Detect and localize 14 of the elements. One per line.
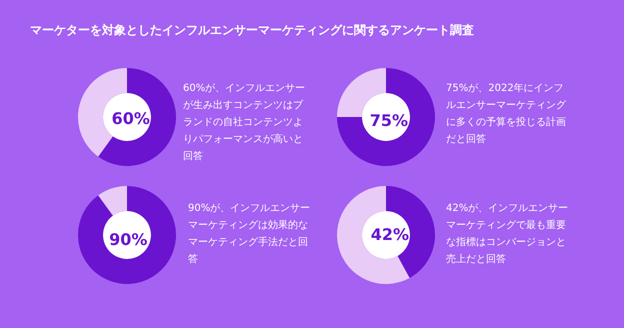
data-label: 60% xyxy=(112,109,150,128)
donut-slice xyxy=(98,68,176,166)
text: 90%が、インフルエンサーマーケティングは効果的なマーケティング手法だと回答 xyxy=(188,202,312,267)
donut-slice xyxy=(78,186,176,284)
data-label: 90% xyxy=(109,230,148,249)
donut-slice xyxy=(337,68,435,166)
donut-slice xyxy=(98,186,127,216)
text: 75%が、2022年にインフルエンサーマーケティングに多くの予算を投じる計画だと回答 xyxy=(446,82,567,147)
donut-slice xyxy=(337,186,410,284)
text: マーケターを対象としたインフルエンサーマーケティングに関するアンケート調査 xyxy=(30,22,474,39)
text: 42%が、インフルエンサーマーケティングで最も重要な指標はコンバージョンと売上だと回答 xyxy=(446,202,570,267)
text: 60%が、インフルエンサーが生み出すコンテンツはブランドの自社コンテンツよりパフォーマンスが高いと回答 xyxy=(183,82,306,164)
data-label: 42% xyxy=(370,225,410,244)
data-label: 75% xyxy=(370,110,408,130)
